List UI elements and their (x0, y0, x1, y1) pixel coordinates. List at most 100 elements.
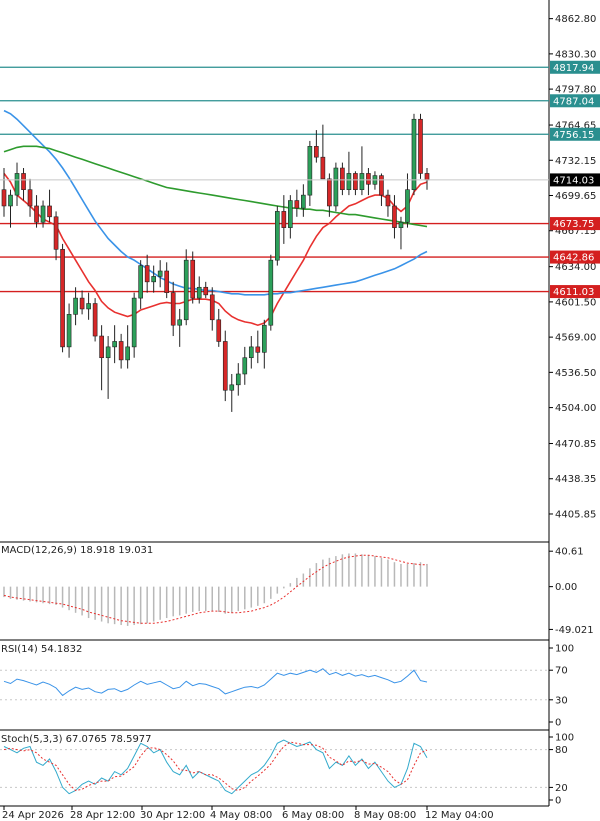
bearish-candle (209, 287, 215, 331)
candle-body (99, 335, 104, 359)
time-tick-label: 28 Apr 12:00 (70, 810, 135, 821)
bullish-candle (125, 325, 130, 369)
time-tick-label: 30 Apr 12:00 (140, 810, 205, 821)
candle-body (14, 173, 20, 196)
stoch-title: Stoch(5,3,3) 67.0765 78.5977 (1, 734, 152, 745)
candle-body (359, 173, 365, 191)
candle-body (196, 286, 202, 299)
candle-body (66, 314, 72, 348)
candle-body (307, 146, 313, 196)
bearish-candle (118, 333, 124, 369)
candle-body (229, 384, 235, 391)
bearish-candle (203, 281, 209, 299)
candle-body (366, 173, 371, 185)
current-price-marker: 4714.03 (0, 173, 600, 187)
price-tick-label: 4764.65 (555, 121, 596, 132)
bearish-candle (366, 168, 371, 196)
macd-title: MACD(12,26,9) 18.918 19.031 (1, 545, 153, 556)
candle-body (1, 189, 7, 207)
bullish-candle (307, 140, 313, 206)
bullish-candle (183, 249, 189, 326)
bullish-candle (138, 260, 143, 309)
bearish-candle (47, 189, 52, 223)
current-price-box (550, 173, 600, 187)
bearish-candle (281, 195, 287, 244)
bearish-candle (34, 195, 39, 228)
level-tag-box (550, 217, 600, 231)
candle-body (131, 297, 137, 348)
time-axis: 24 Apr 2026 28 Apr 12:00 30 Apr 12:00 4 May… (2, 806, 494, 821)
level-tag-box (550, 285, 600, 299)
candle-body (424, 173, 430, 181)
candle-body (170, 292, 176, 326)
bearish-candle (79, 290, 85, 315)
price-tick-label: 4830.30 (555, 49, 596, 60)
rsi-title: RSI(14) 54.1832 (1, 644, 82, 655)
candle-body (333, 167, 339, 207)
bearish-candle (418, 113, 423, 179)
candle-body (275, 211, 280, 261)
candle-body (301, 194, 306, 209)
bearish-candle (144, 254, 150, 293)
price-tick-label: 4569.00 (555, 333, 596, 344)
bullish-candle (359, 146, 365, 196)
bearish-candle (164, 262, 170, 299)
bullish-candle (248, 336, 254, 369)
time-tick-label: 24 Apr 2026 (2, 810, 64, 821)
candle-body (8, 194, 13, 207)
candle-body (47, 205, 52, 218)
macd-tick-label: 0.00 (555, 582, 577, 593)
candle-body (34, 205, 39, 223)
candle-body (209, 294, 215, 321)
price-tick-label: 4634.00 (555, 262, 596, 273)
bearish-candle (353, 171, 358, 196)
candle-body (346, 173, 352, 191)
bullish-candle (177, 308, 183, 347)
level-tag-box (550, 250, 600, 264)
price-tick-label: 4504.00 (555, 403, 596, 414)
candle-body (261, 324, 267, 353)
candle-body (86, 303, 91, 310)
time-tick-label: 12 May 04:00 (425, 810, 494, 821)
bullish-candle (333, 162, 339, 212)
candle-body (255, 346, 261, 353)
mid-ma-line (3, 109, 428, 296)
price-tick-label: 4470.85 (555, 439, 596, 450)
candle-body (398, 221, 404, 228)
time-tick-label: 6 May 08:00 (282, 810, 344, 821)
candlesticks (1, 113, 430, 412)
stoch-tick-label: 0 (555, 796, 561, 807)
bullish-candle (301, 184, 306, 217)
stoch-tick-label: 100 (555, 733, 574, 744)
rsi-line (3, 668, 428, 697)
bullish-candle (112, 325, 117, 364)
macd-panel: 40.61 0.00 -49.021 (3, 547, 594, 636)
bearish-candle (340, 162, 345, 196)
bearish-candle (314, 130, 319, 163)
candle-body (92, 303, 98, 337)
bullish-candle (288, 195, 293, 239)
candle-body (21, 173, 26, 191)
candle-body (294, 200, 300, 209)
bullish-candle (66, 303, 72, 358)
level-tag-box (550, 127, 600, 141)
price-tick-label: 4732.15 (555, 156, 596, 167)
level-tag-label: 4611.03 (553, 287, 594, 298)
bullish-candle (242, 346, 248, 385)
candle-body (151, 276, 156, 283)
candle-body (320, 156, 326, 180)
candle-body (112, 341, 117, 348)
price-tick-label: 4601.50 (555, 297, 596, 308)
bearish-candle (320, 124, 326, 180)
candle-body (242, 357, 248, 375)
stoch-tick-label: 80 (555, 745, 568, 756)
candle-body (177, 319, 183, 326)
candle-body (79, 297, 85, 310)
level-tag-label: 4673.75 (553, 219, 594, 230)
macd-tick-label: 40.61 (555, 547, 584, 558)
price-tick-label: 4699.65 (555, 191, 596, 202)
bullish-candle (157, 260, 163, 288)
candle-body (40, 205, 46, 223)
time-tick-label: 8 May 08:00 (354, 810, 416, 821)
macd-signal-line (3, 554, 427, 624)
